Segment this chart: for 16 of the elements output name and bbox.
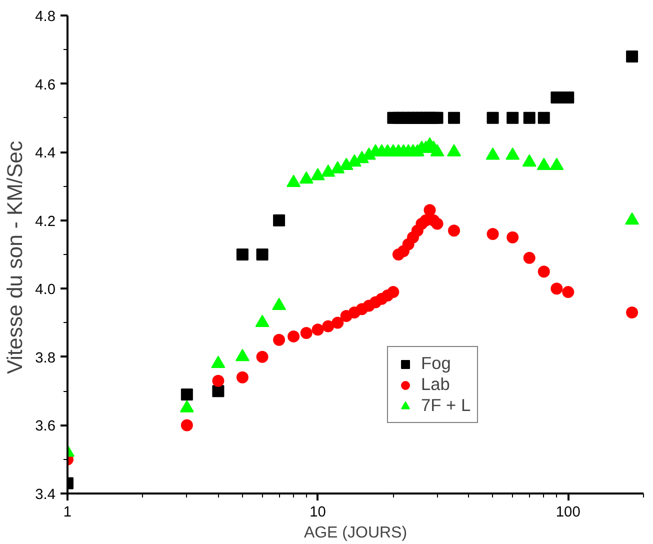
- x-axis-title: AGE (JOURS): [304, 524, 408, 542]
- x-tick-label: 10: [310, 504, 326, 520]
- y-tick-label: 4.8: [35, 9, 56, 25]
- y-tick-label: 4.4: [35, 146, 56, 162]
- legend-label: Fog: [421, 353, 451, 374]
- x-tick-label: 100: [556, 504, 580, 520]
- legend-label: 7F + L: [421, 395, 471, 416]
- y-tick-label: 4.0: [35, 282, 56, 298]
- legend-label: Lab: [421, 374, 450, 395]
- y-axis-title: Vitesse du son - KM/Sec: [3, 140, 28, 374]
- x-tick-label: 1: [63, 504, 72, 520]
- y-tick-label: 3.4: [35, 487, 56, 503]
- y-tick-label: 3.6: [35, 418, 56, 435]
- y-tick-label: 4.2: [35, 214, 56, 230]
- y-tick-label: 3.8: [35, 350, 56, 366]
- y-tick-label: 4.6: [35, 77, 56, 94]
